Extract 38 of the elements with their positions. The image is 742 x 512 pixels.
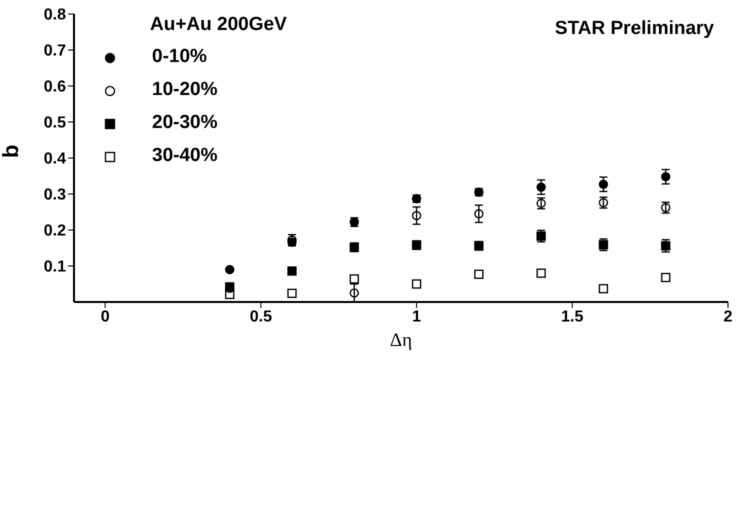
legend-label: 10-20% [152,78,218,100]
point [225,264,234,274]
point [536,182,546,192]
point [536,268,546,278]
legend-label: 30-40% [152,144,218,166]
y-tick-label: 0.3 [44,186,66,204]
x-axis-title: Δη [390,330,412,351]
point [661,272,670,282]
x-tick-label: 1.5 [561,308,584,326]
point [412,210,422,220]
y-tick-label: 0.2 [44,222,66,240]
point [474,209,484,218]
point [598,284,608,294]
point [412,279,422,289]
x-tick-label: 0.5 [250,308,272,326]
point [350,274,359,284]
y-tick-label: 0.8 [44,6,66,24]
legend-label: 20-30% [152,112,218,134]
point [598,180,608,189]
legend-title: Au+Au 200GeV [150,14,288,36]
y-tick-label: 0.1 [44,258,66,276]
point [661,172,670,182]
legend-label: 0-10% [152,46,207,68]
point [350,288,359,298]
point [287,288,297,298]
point [661,241,670,250]
x-tick-label: 1 [412,308,422,326]
y-tick-label: 0.5 [44,114,66,132]
x-tick-label: 0 [100,308,110,326]
x-tick-label: 2 [724,308,733,326]
y-tick-label: 0.6 [44,78,66,96]
y-tick-label: 0.4 [44,150,66,168]
y-tick-label: 0.7 [44,42,66,60]
annotation: STAR Preliminary [554,18,714,40]
point [287,266,297,276]
point [225,290,234,300]
point [474,270,484,279]
y-axis-title: b [0,144,23,158]
